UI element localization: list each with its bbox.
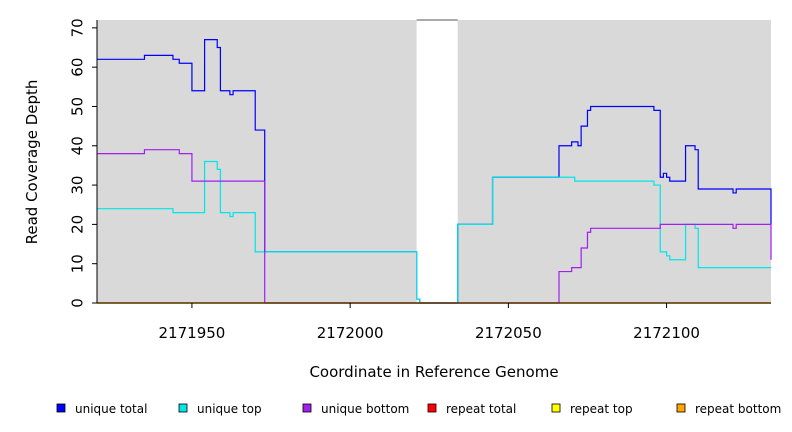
legend: unique total unique top unique bottom repea… bbox=[56, 402, 781, 416]
x-tick-label: 2171950 bbox=[159, 324, 226, 342]
legend-item-unique-top: unique top bbox=[178, 402, 262, 416]
shaded-region-2 bbox=[457, 20, 771, 303]
legend-label: unique bottom bbox=[321, 402, 409, 416]
legend-swatch bbox=[427, 403, 437, 413]
legend-item-unique-bottom: unique bottom bbox=[302, 402, 409, 416]
y-tick-label: 30 bbox=[68, 176, 86, 195]
legend-label: unique top bbox=[197, 402, 262, 416]
y-axis-label: Read Coverage Depth bbox=[23, 80, 41, 245]
legend-label: repeat top bbox=[570, 402, 633, 416]
legend-swatch bbox=[302, 403, 312, 413]
y-tick-label: 40 bbox=[68, 136, 86, 155]
legend-item-repeat-top: repeat top bbox=[551, 402, 633, 416]
x-tick-label: 2172100 bbox=[633, 324, 700, 342]
legend-swatch bbox=[56, 403, 66, 413]
legend-item-repeat-bottom: repeat bottom bbox=[676, 402, 781, 416]
legend-item-repeat-total: repeat total bbox=[427, 402, 516, 416]
series-line-unique-top bbox=[97, 160, 771, 304]
legend-swatch bbox=[676, 403, 686, 413]
y-axis-ticks: 0 10 20 30 40 50 60 70 bbox=[68, 18, 97, 308]
y-tick-label: 10 bbox=[68, 254, 86, 273]
legend-swatch bbox=[178, 403, 188, 413]
legend-swatch bbox=[551, 403, 561, 413]
legend-item-unique-total: unique total bbox=[56, 402, 147, 416]
y-tick-label: 70 bbox=[68, 18, 86, 37]
legend-label: repeat total bbox=[446, 402, 516, 416]
x-axis-ticks: 2171950 2172000 2172050 2172100 bbox=[159, 303, 700, 342]
legend-label: unique total bbox=[75, 402, 147, 416]
y-tick-label: 0 bbox=[68, 298, 86, 308]
series-line-unique-total bbox=[97, 39, 772, 304]
y-tick-label: 20 bbox=[68, 215, 86, 234]
series-line-unique-bottom bbox=[97, 149, 772, 304]
legend-label: repeat bottom bbox=[695, 402, 781, 416]
x-axis-label: Coordinate in Reference Genome bbox=[309, 363, 558, 381]
shaded-regions bbox=[97, 20, 771, 303]
shaded-region-1 bbox=[97, 20, 417, 303]
y-tick-label: 50 bbox=[68, 97, 86, 116]
x-tick-label: 2172000 bbox=[317, 324, 384, 342]
x-tick-label: 2172050 bbox=[475, 324, 542, 342]
y-tick-label: 60 bbox=[68, 58, 86, 77]
